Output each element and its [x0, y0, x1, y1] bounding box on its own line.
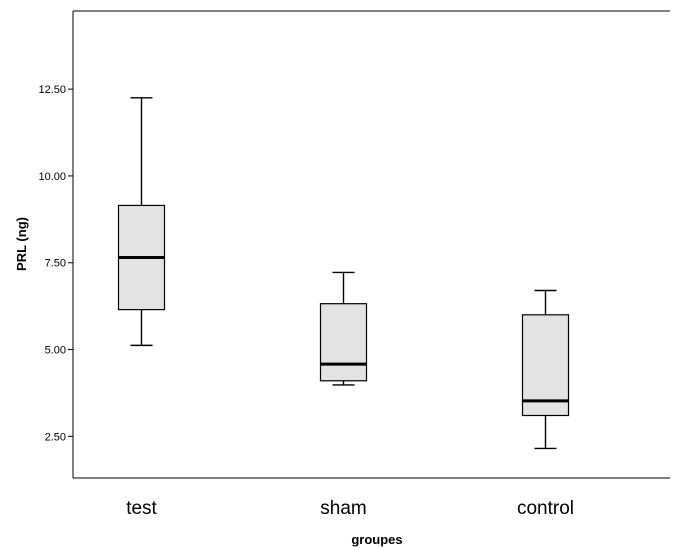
x-axis-title: groupes: [351, 532, 402, 547]
iqr-box: [319, 303, 368, 382]
y-tick-label: 12.50: [38, 84, 66, 96]
y-tick-label: 2.50: [45, 431, 66, 443]
y-tick-label: 10.00: [38, 171, 66, 183]
box-control: [521, 289, 570, 450]
x-tick-label-sham: sham: [320, 498, 366, 519]
y-tick-label: 7.50: [45, 258, 66, 270]
x-axis: test sham control: [126, 498, 574, 519]
iqr-box: [521, 314, 570, 417]
box-sham: [319, 271, 368, 386]
y-axis-title: PRL (ng): [14, 217, 29, 271]
x-tick-label-control: control: [517, 498, 574, 519]
boxes-layer: [117, 97, 570, 450]
box-test: [117, 97, 166, 347]
y-axis: 2.50 5.00 7.50 10.00 12.50: [38, 84, 73, 443]
x-tick-label-test: test: [126, 498, 157, 519]
y-tick-label: 5.00: [45, 345, 66, 357]
